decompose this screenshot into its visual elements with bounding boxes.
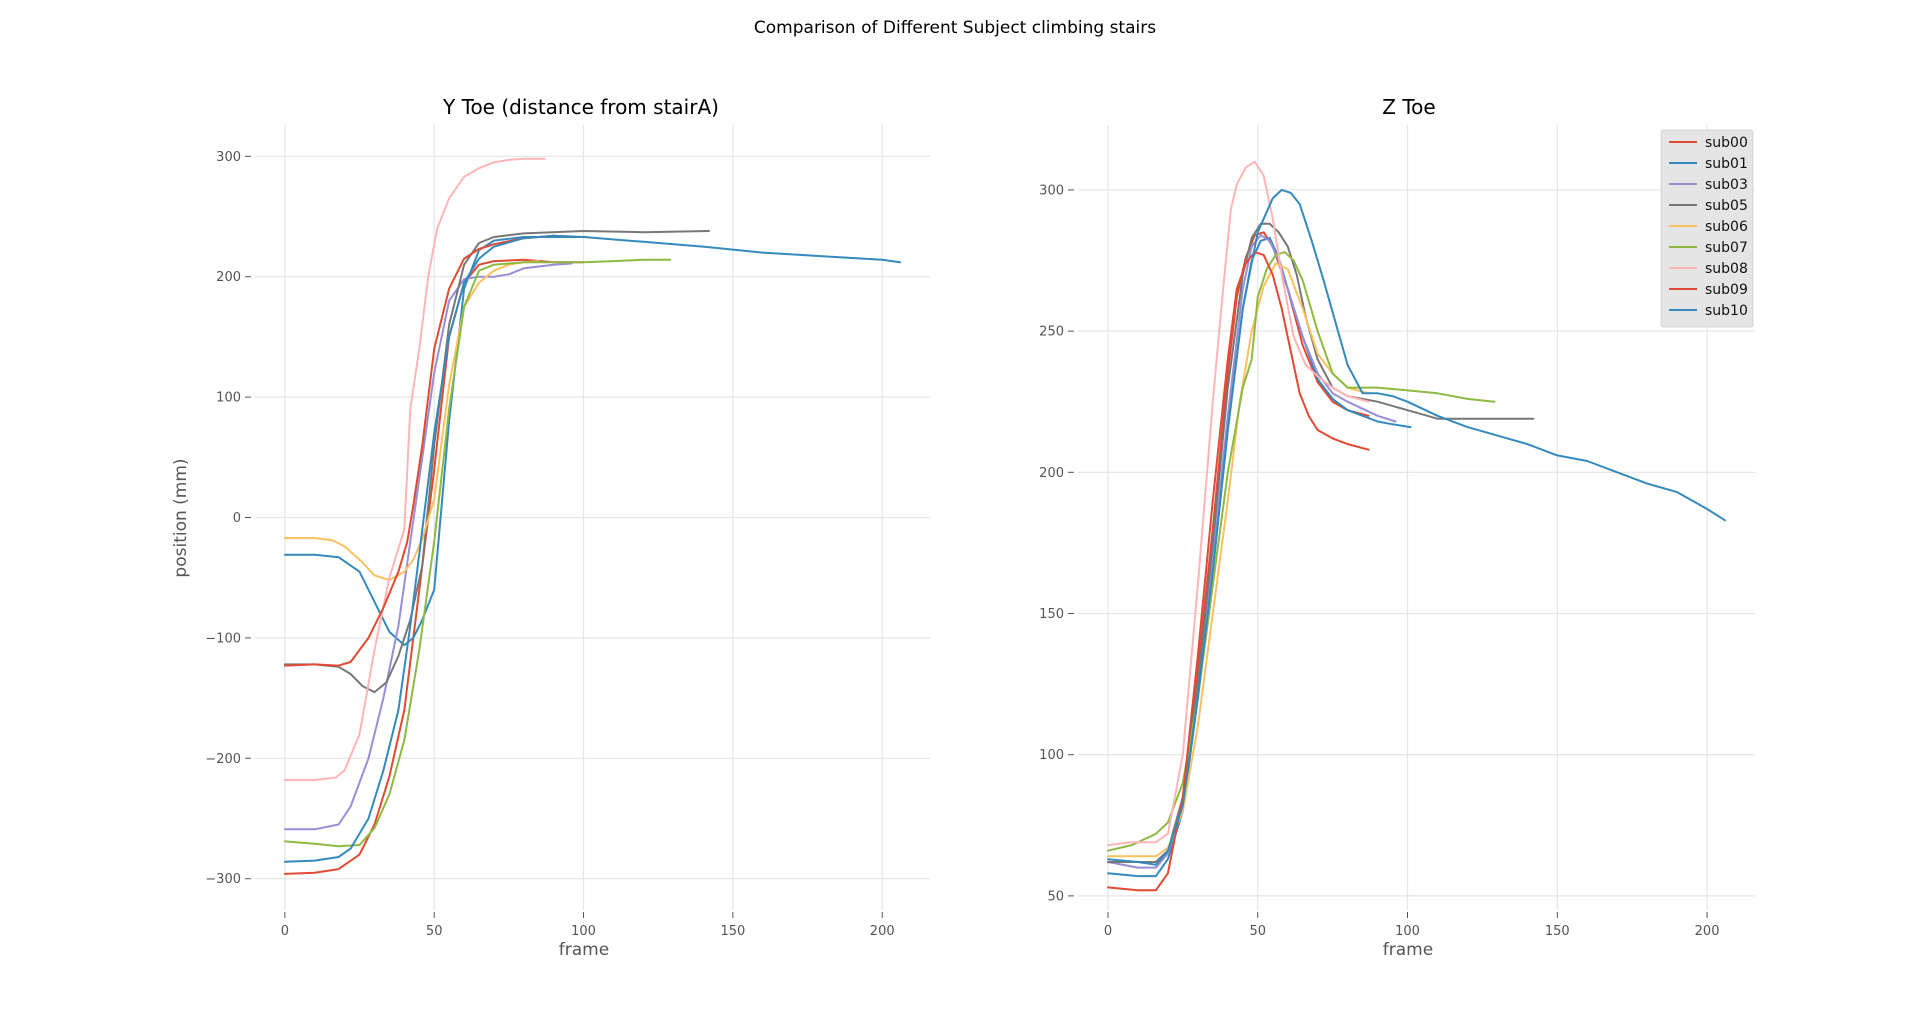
y-toe-ytick-label: 300 bbox=[216, 150, 241, 165]
z-toe-series-sub05 bbox=[1107, 222, 1535, 863]
z-toe-series-sub06 bbox=[1107, 262, 1370, 858]
z-toe-ytick-label: 100 bbox=[1039, 748, 1064, 763]
legend-label-sub03: sub03 bbox=[1705, 177, 1748, 193]
y-toe-series-sub03 bbox=[283, 262, 573, 831]
y-toe-xtick-label: 100 bbox=[571, 924, 596, 939]
z-toe-ytick-label: 200 bbox=[1039, 466, 1064, 481]
y-toe-ytick-label: 0 bbox=[233, 511, 241, 526]
z-toe-series-sub10 bbox=[1107, 188, 1726, 866]
z-toe-series-sub01 bbox=[1107, 236, 1412, 878]
y-toe-ytick-label: −100 bbox=[205, 631, 241, 646]
z-toe-xtick-label: 200 bbox=[1695, 924, 1720, 939]
z-toe-xtick-label: 0 bbox=[1104, 924, 1112, 939]
z-toe-xtick-label: 50 bbox=[1249, 924, 1266, 939]
y-toe-xlabel: frame bbox=[559, 940, 609, 960]
y-toe-series-sub08 bbox=[283, 157, 546, 781]
z-toe-ytick-label: 150 bbox=[1039, 607, 1064, 622]
y-toe-gridlines bbox=[255, 125, 930, 910]
z-toe-ytick-label: 50 bbox=[1047, 889, 1064, 904]
y-toe-series-sub01 bbox=[283, 236, 588, 647]
y-toe-xtick-label: 0 bbox=[281, 924, 289, 939]
y-toe-ytick-label: −200 bbox=[205, 752, 241, 767]
z-toe-ticks: 0 50 100 150 200 50 100 150 200 250 300 bbox=[1039, 183, 1719, 939]
legend-label-sub01: sub01 bbox=[1705, 156, 1748, 172]
legend-label-sub09: sub09 bbox=[1705, 282, 1748, 298]
y-toe-ytick-label: −300 bbox=[205, 872, 241, 887]
legend-label-sub10: sub10 bbox=[1705, 303, 1748, 319]
legend-label-sub05: sub05 bbox=[1705, 198, 1748, 214]
legend-label-sub07: sub07 bbox=[1705, 240, 1748, 256]
legend-label-sub06: sub06 bbox=[1705, 219, 1748, 235]
legend: sub00 sub01 sub03 sub05 sub06 sub07 sub08 sub09… bbox=[1660, 129, 1754, 328]
y-toe-ytick-label: 200 bbox=[216, 270, 241, 285]
z-toe-ytick-label: 300 bbox=[1039, 183, 1064, 198]
z-toe-ytick-label: 250 bbox=[1039, 325, 1064, 340]
y-toe-xtick-label: 50 bbox=[426, 924, 443, 939]
y-toe-title: Y Toe (distance from stairA) bbox=[442, 95, 719, 119]
y-toe-series-sub05 bbox=[283, 230, 710, 694]
legend-label-sub08: sub08 bbox=[1705, 261, 1748, 277]
z-toe-xtick-label: 150 bbox=[1545, 924, 1570, 939]
y-toe-series-sub09 bbox=[283, 234, 555, 667]
y-toe-ytick-label: 100 bbox=[216, 391, 241, 406]
y-toe-series bbox=[283, 157, 902, 875]
z-toe-series-sub08 bbox=[1107, 160, 1370, 847]
z-toe-series-sub07 bbox=[1107, 251, 1496, 852]
z-toe-xtick-label: 100 bbox=[1395, 924, 1420, 939]
legend-box bbox=[1660, 129, 1754, 328]
y-toe-series-sub06 bbox=[283, 260, 540, 582]
y-toe-series-sub07 bbox=[283, 258, 672, 848]
y-toe-ylabel: position (mm) bbox=[171, 458, 191, 577]
legend-label-sub00: sub00 bbox=[1705, 135, 1748, 151]
z-toe-xlabel: frame bbox=[1383, 940, 1433, 960]
z-toe-series bbox=[1107, 160, 1726, 892]
y-toe-panel: 0 50 100 150 200 −300 −200 −100 0 100 200 300 Y Toe… bbox=[171, 95, 930, 960]
y-toe-xtick-label: 150 bbox=[720, 924, 745, 939]
z-toe-title: Z Toe bbox=[1382, 95, 1435, 119]
figure-title: Comparison of Different Subject climbing… bbox=[754, 18, 1156, 38]
z-toe-gridlines bbox=[1078, 125, 1755, 910]
y-toe-ticks: 0 50 100 150 200 −300 −200 −100 0 100 200 300 bbox=[205, 150, 894, 939]
y-toe-xtick-label: 200 bbox=[870, 924, 895, 939]
y-toe-series-sub10 bbox=[283, 234, 902, 863]
z-toe-panel: 0 50 100 150 200 50 100 150 200 250 300 Z Toe fram… bbox=[1039, 95, 1755, 960]
